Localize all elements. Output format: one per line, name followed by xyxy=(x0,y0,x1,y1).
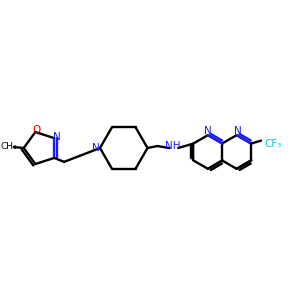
Text: N: N xyxy=(234,126,242,136)
Text: CF₃: CF₃ xyxy=(264,139,282,148)
Text: N: N xyxy=(92,143,100,153)
Text: NH: NH xyxy=(164,141,180,151)
Text: O: O xyxy=(32,124,41,134)
Text: N: N xyxy=(204,126,212,136)
Text: CH₃: CH₃ xyxy=(1,142,17,151)
Text: N: N xyxy=(53,132,61,142)
